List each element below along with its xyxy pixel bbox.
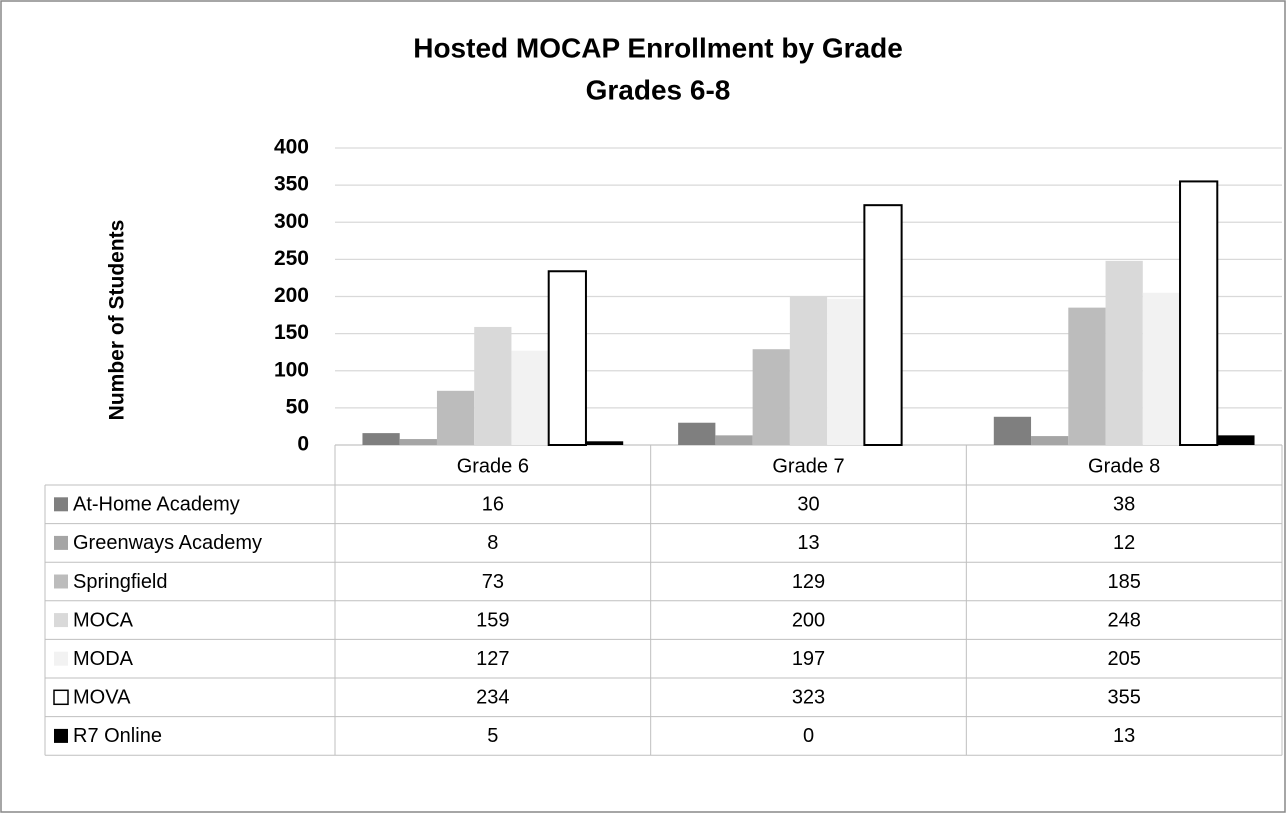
chart-subtitle: Grades 6-8 bbox=[586, 74, 731, 105]
legend-label: MOVA bbox=[73, 687, 131, 709]
table-value: 185 bbox=[1107, 571, 1140, 593]
table-value: 16 bbox=[482, 494, 504, 516]
legend-label: MOCA bbox=[73, 609, 134, 631]
bar bbox=[863, 204, 903, 446]
legend-swatch bbox=[54, 613, 68, 628]
table-value: 129 bbox=[792, 571, 825, 593]
bar bbox=[1105, 260, 1143, 445]
bar bbox=[511, 350, 549, 445]
legend-swatch bbox=[53, 689, 69, 706]
legend-label: R7 Online bbox=[73, 725, 162, 747]
bar bbox=[1031, 436, 1069, 445]
y-tick-label: 250 bbox=[274, 247, 309, 270]
y-tick-label: 350 bbox=[274, 173, 309, 196]
bar bbox=[752, 349, 790, 445]
bar bbox=[362, 433, 400, 445]
table-value: 355 bbox=[1107, 687, 1140, 709]
legend-swatch bbox=[54, 497, 68, 512]
table-value: 205 bbox=[1107, 648, 1140, 670]
bar bbox=[399, 439, 437, 445]
legend-swatch bbox=[54, 651, 68, 666]
table-value: 13 bbox=[797, 532, 819, 554]
bar bbox=[547, 270, 587, 446]
table-value: 13 bbox=[1113, 725, 1135, 747]
table-value: 127 bbox=[476, 648, 509, 670]
table-value: 30 bbox=[797, 494, 819, 516]
legend-swatch bbox=[54, 574, 68, 589]
table-value: 200 bbox=[792, 609, 825, 631]
x-tick-label: Grade 8 bbox=[1088, 455, 1160, 477]
table-value: 234 bbox=[476, 687, 509, 709]
bar bbox=[585, 441, 624, 445]
legend-swatch bbox=[54, 535, 68, 550]
bar bbox=[678, 422, 716, 445]
table-value: 5 bbox=[487, 725, 498, 747]
bar bbox=[993, 416, 1032, 445]
bar bbox=[1217, 435, 1255, 445]
bar bbox=[436, 390, 475, 445]
y-tick-label: 100 bbox=[274, 358, 309, 381]
bar bbox=[1068, 307, 1106, 445]
table-value: 73 bbox=[482, 571, 504, 593]
table-value: 323 bbox=[792, 687, 825, 709]
legend-label: Greenways Academy bbox=[73, 532, 262, 554]
x-tick-label: Grade 6 bbox=[457, 455, 529, 477]
table-value: 248 bbox=[1107, 609, 1140, 631]
legend-label: MODA bbox=[73, 648, 134, 670]
y-axis-label: Number of Students bbox=[106, 220, 129, 421]
table-value: 38 bbox=[1113, 494, 1135, 516]
x-tick-label: Grade 7 bbox=[772, 455, 844, 477]
bar bbox=[1179, 180, 1219, 446]
y-tick-label: 300 bbox=[274, 210, 309, 233]
table-value: 159 bbox=[476, 609, 509, 631]
bar bbox=[827, 298, 865, 445]
y-tick-label: 150 bbox=[274, 321, 309, 344]
table-value: 197 bbox=[792, 648, 825, 670]
table-value: 0 bbox=[803, 725, 814, 747]
chart-title: Hosted MOCAP Enrollment by Grade bbox=[413, 32, 903, 63]
table-value: 8 bbox=[487, 532, 498, 554]
y-tick-label: 400 bbox=[274, 136, 309, 159]
legend-label: Springfield bbox=[73, 571, 168, 593]
bar bbox=[474, 326, 512, 445]
bar bbox=[715, 435, 753, 445]
y-tick-label: 200 bbox=[274, 284, 309, 307]
y-tick-label: 50 bbox=[286, 395, 309, 418]
y-tick-label: 0 bbox=[297, 433, 309, 456]
legend-swatch bbox=[54, 728, 68, 743]
bar bbox=[789, 296, 828, 445]
bar bbox=[1142, 292, 1181, 445]
legend-label: At-Home Academy bbox=[73, 494, 240, 516]
table-value: 12 bbox=[1113, 532, 1135, 554]
